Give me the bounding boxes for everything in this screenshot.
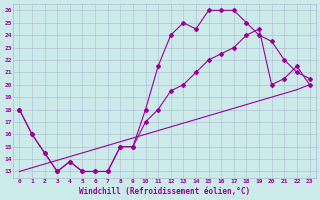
X-axis label: Windchill (Refroidissement éolien,°C): Windchill (Refroidissement éolien,°C) — [79, 187, 250, 196]
